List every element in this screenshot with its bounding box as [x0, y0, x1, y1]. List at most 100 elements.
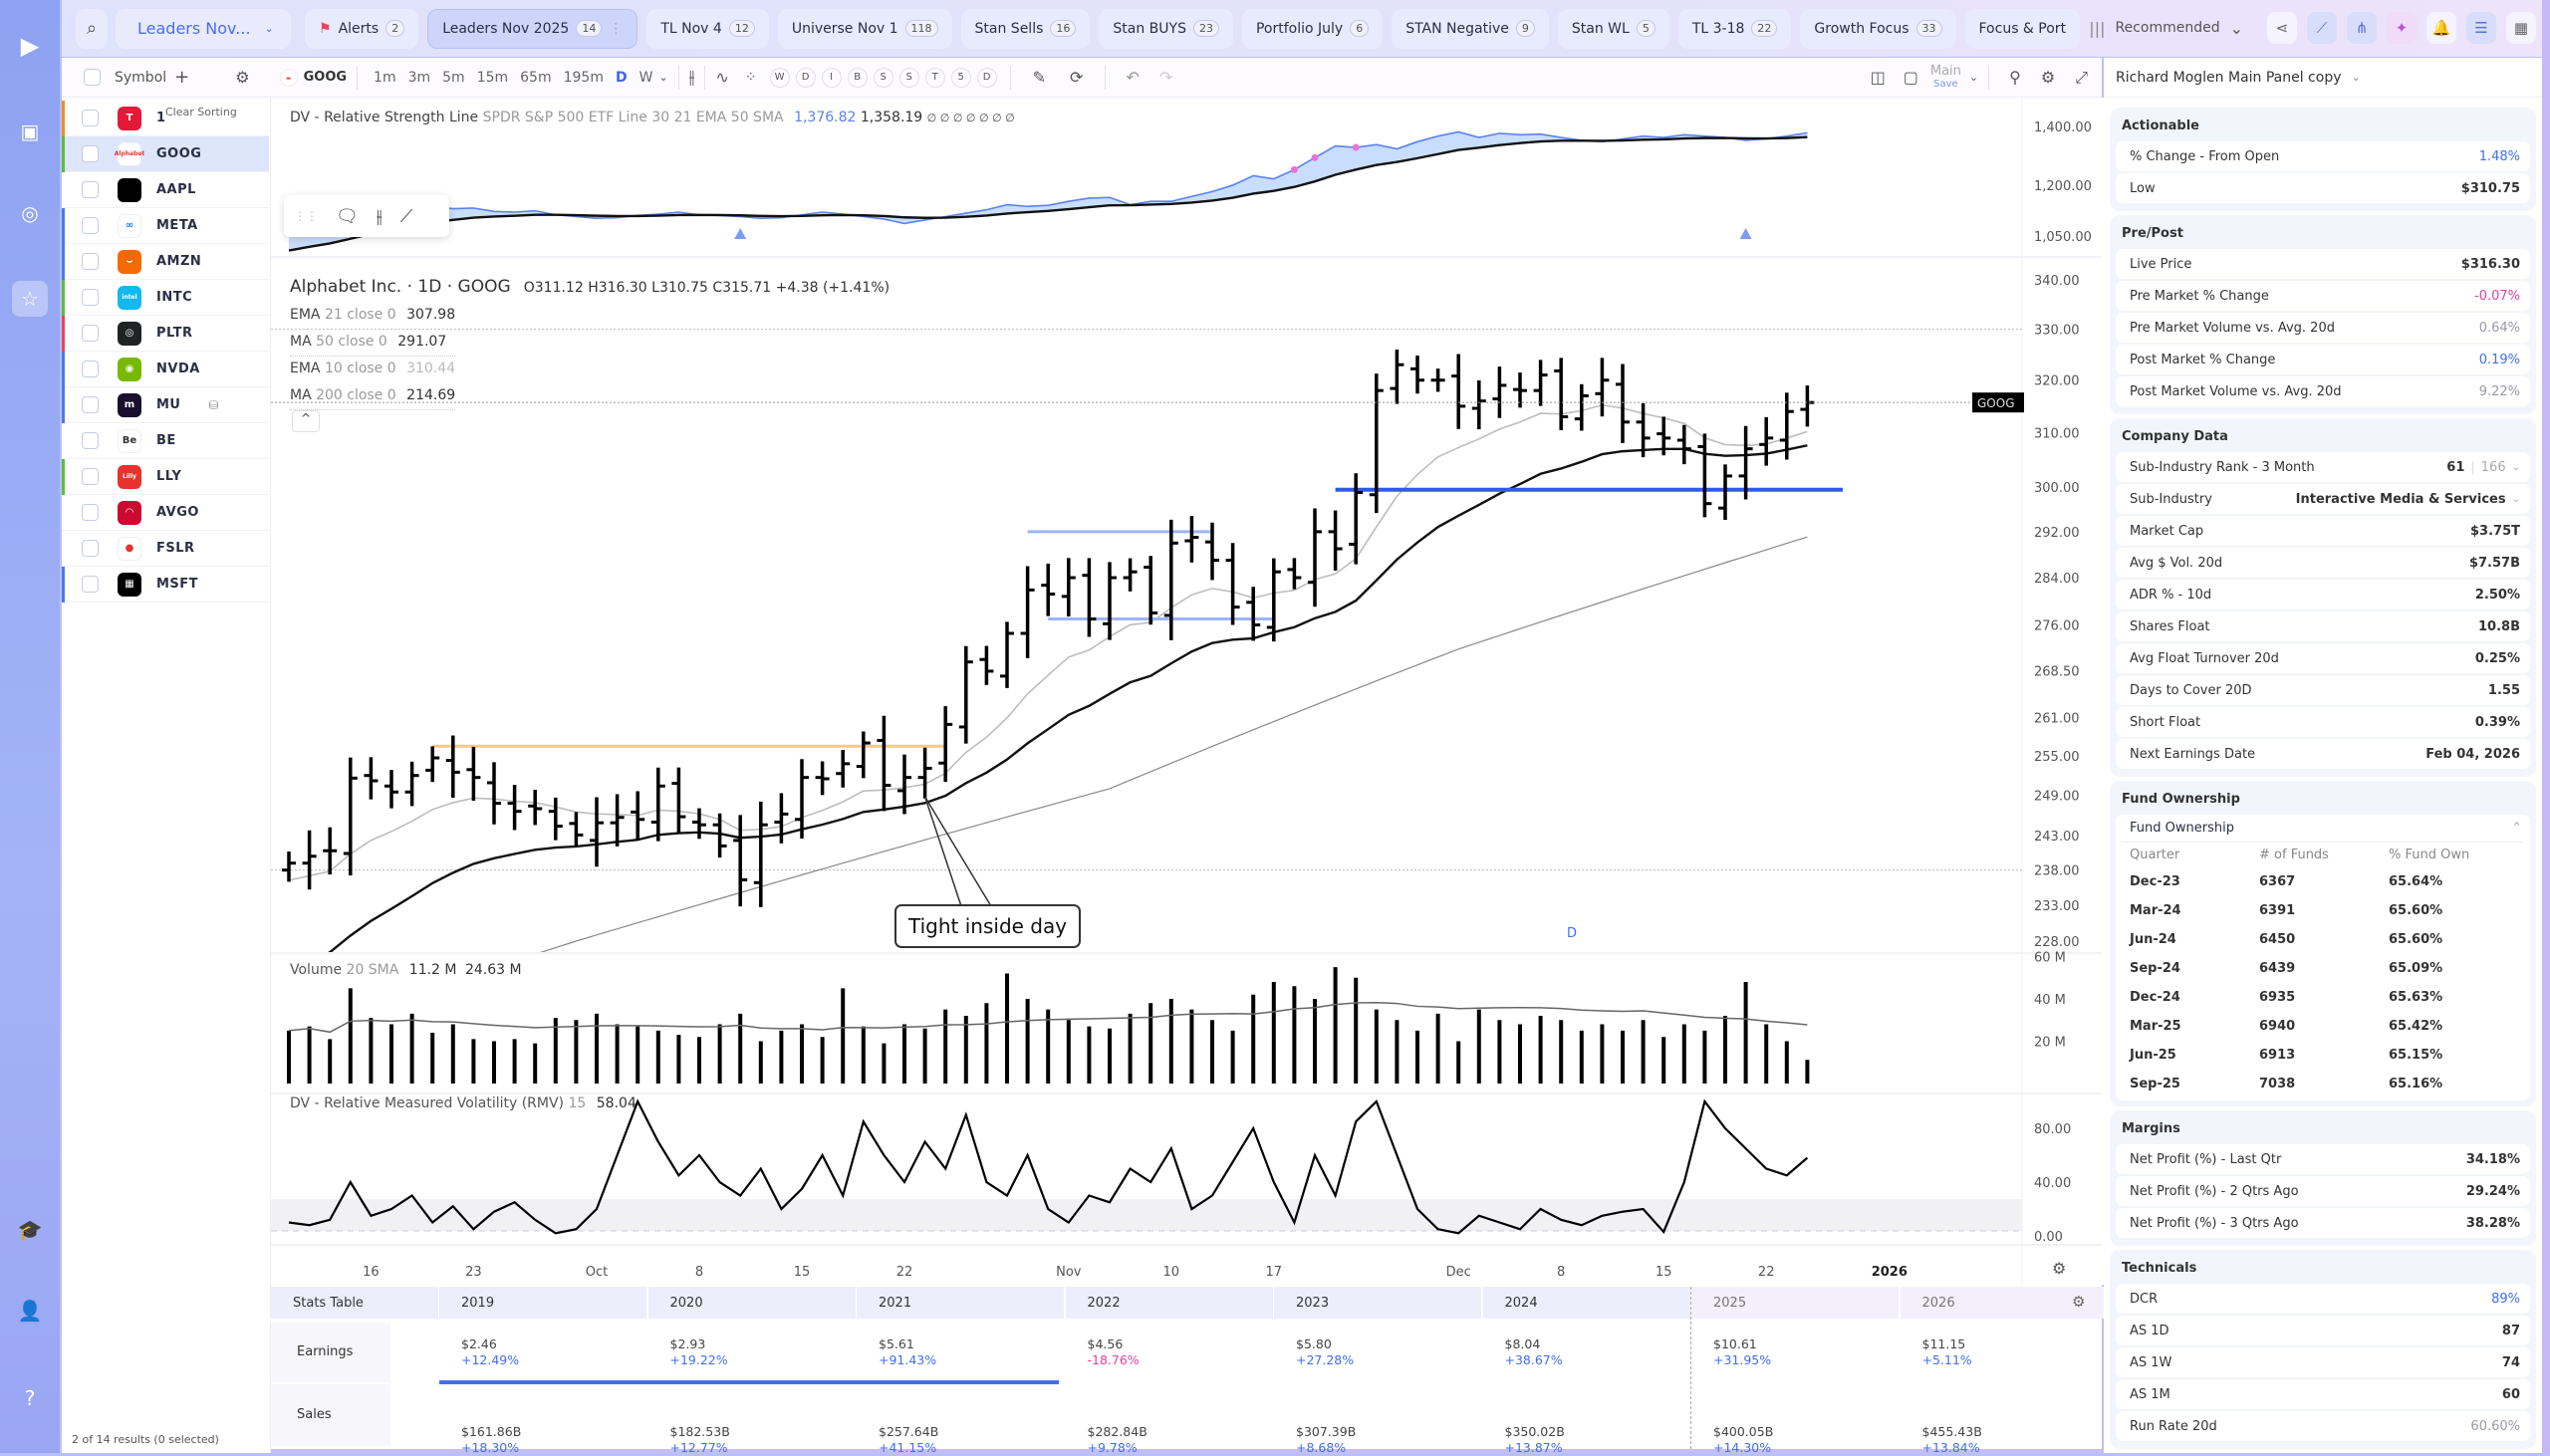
row-checkbox[interactable] — [82, 217, 99, 234]
price-bar[interactable] — [507, 785, 522, 831]
symbol-column-header[interactable]: Symbol — [115, 69, 167, 86]
price-bar[interactable] — [1718, 464, 1732, 521]
tab-stan-buys[interactable]: Stan BUYS 23 — [1099, 8, 1233, 49]
chevron-up-icon[interactable]: ⌃ — [2511, 821, 2522, 836]
watchlist-row[interactable]: ∞ META — [62, 208, 269, 244]
price-bar[interactable] — [917, 747, 932, 799]
folder-icon[interactable]: ▢ — [1903, 68, 1918, 87]
stats-year-header[interactable]: 2026 — [1900, 1287, 2108, 1319]
price-bar[interactable] — [692, 808, 706, 840]
volume-legend[interactable]: Volume 20 SMA 11.2 M 24.63 M — [290, 962, 522, 978]
tab-focus-port[interactable]: Focus & Port — [1964, 8, 2081, 49]
price-bar[interactable] — [856, 731, 871, 779]
layout-icon[interactable]: ◫ — [1870, 68, 1886, 87]
price-bar[interactable] — [1184, 516, 1199, 563]
row-checkbox[interactable] — [82, 253, 99, 270]
row-checkbox[interactable] — [82, 396, 99, 413]
price-bar[interactable] — [569, 812, 584, 848]
row-checkbox[interactable] — [82, 576, 99, 593]
price-bar[interactable] — [1266, 558, 1281, 642]
price-bar[interactable] — [282, 851, 296, 882]
price-bar[interactable] — [1430, 368, 1445, 392]
stats-year-header[interactable]: 2019 — [439, 1287, 646, 1319]
refresh-icon[interactable]: ⟳ — [1070, 68, 1084, 87]
price-bar[interactable] — [548, 797, 563, 841]
price-bar[interactable] — [364, 757, 379, 800]
timeframe-5m[interactable]: 5m — [442, 69, 465, 86]
draw-pencil-icon[interactable]: ✎ — [1032, 68, 1047, 87]
marker-toggle-t[interactable]: T — [924, 67, 945, 88]
price-bar[interactable] — [1513, 372, 1527, 408]
row-checkbox[interactable] — [82, 432, 99, 449]
price-bar[interactable] — [1636, 402, 1651, 458]
rs-legend[interactable]: DV - Relative Strength Line SPDR S&P 500… — [290, 110, 1015, 125]
tab-stan-sells[interactable]: Stan Sells 16 — [960, 8, 1091, 49]
price-bar[interactable] — [1144, 556, 1158, 625]
price-bar[interactable] — [1657, 416, 1671, 456]
sparkle-icon[interactable]: ✦ — [2387, 12, 2417, 44]
price-bar[interactable] — [712, 813, 727, 858]
timeframe-15m[interactable]: 15m — [476, 69, 509, 86]
price-bar[interactable] — [1533, 360, 1548, 406]
row-checkbox[interactable] — [82, 181, 99, 198]
tab-tl-nov-4[interactable]: TL Nov 4 12 — [646, 8, 769, 49]
price-bar[interactable] — [958, 645, 973, 744]
row-checkbox[interactable] — [82, 540, 99, 557]
marker-toggle-d[interactable]: D — [976, 67, 997, 88]
alert-search-icon[interactable]: ⚲ — [2009, 68, 2021, 87]
marker-toggle-s[interactable]: S — [898, 67, 919, 88]
chevron-down-icon[interactable]: ⌄ — [2229, 18, 2243, 38]
price-bar[interactable] — [590, 797, 604, 867]
price-bar[interactable] — [487, 762, 501, 825]
watchlist-row[interactable]: ● FSLR — [62, 531, 269, 567]
watchlist-row[interactable]: ◠ AVGO — [62, 495, 269, 531]
price-bar[interactable] — [1041, 563, 1056, 616]
sort-select[interactable]: Recommended — [2115, 20, 2220, 36]
dividend-marker[interactable]: D — [1567, 926, 1578, 941]
timeframe-more-chevron-icon[interactable]: ⌄ — [658, 71, 668, 84]
layout-name-select[interactable]: Main Save — [1930, 65, 1961, 91]
watchlist-row[interactable]: Be BE — [62, 423, 269, 459]
price-bar[interactable] — [1103, 562, 1117, 640]
radar-icon[interactable]: ◎ — [21, 201, 39, 225]
tab-leaders-nov-2025[interactable]: Leaders Nov 2025 14 ⋮ — [427, 8, 638, 49]
stats-year-header[interactable]: 2023 — [1274, 1287, 1481, 1319]
price-bar[interactable] — [1369, 373, 1384, 514]
stats-year-header[interactable]: 2020 — [647, 1287, 856, 1319]
select-all-checkbox[interactable] — [84, 69, 101, 86]
panel-title-select[interactable]: Richard Moglen Main Panel copy ⌄ — [2104, 58, 2542, 98]
row-checkbox[interactable] — [82, 110, 99, 126]
price-bar[interactable] — [815, 761, 830, 796]
stats-year-header[interactable]: 2025 — [1691, 1287, 1899, 1319]
price-bar[interactable] — [671, 767, 686, 834]
templates-icon[interactable]: ⁘ — [744, 69, 757, 86]
rs-new-high-triangle[interactable] — [1739, 228, 1752, 239]
rs-new-high-triangle[interactable] — [734, 228, 747, 239]
marker-toggle-b[interactable]: B — [847, 67, 868, 88]
price-bar[interactable] — [753, 801, 768, 907]
list-view-icon[interactable]: ☰ — [2466, 12, 2496, 44]
redo-icon[interactable]: ↷ — [1158, 68, 1173, 87]
stats-settings-icon[interactable]: ⚙ — [2072, 1293, 2086, 1311]
tab-growth-focus[interactable]: Growth Focus 33 — [1800, 8, 1956, 49]
tab-stan-wl[interactable]: Stan WL 5 — [1557, 8, 1669, 49]
data-row[interactable]: Sub-Industry Rank - 3 Month 61 | 166 ⌄ — [2116, 452, 2530, 482]
network-icon[interactable]: ⋔ — [2347, 12, 2377, 44]
price-bar[interactable] — [466, 746, 481, 802]
indicator-legend-row[interactable]: MA 200 close 0 214.69 — [290, 383, 456, 410]
price-bar[interactable] — [1738, 425, 1753, 500]
main-legend[interactable]: Alphabet Inc. · 1D · GOOG O311.12 H316.3… — [290, 277, 890, 297]
price-bar[interactable] — [733, 815, 748, 907]
price-bar[interactable] — [1205, 522, 1219, 581]
price-bar[interactable] — [631, 791, 645, 842]
row-checkbox[interactable] — [82, 468, 99, 485]
chart-type-bars-icon[interactable]: ⫲ — [688, 67, 695, 88]
row-checkbox[interactable] — [82, 325, 99, 342]
annotation-callout[interactable]: Tight inside day — [894, 904, 1082, 948]
watchlist-row[interactable]: m MU ⛁ — [62, 387, 269, 423]
timeframe-W[interactable]: W — [638, 69, 653, 86]
price-bar[interactable] — [1020, 566, 1035, 658]
settings-gear-icon[interactable]: ⚙ — [235, 68, 250, 87]
education-cap-icon[interactable]: 🎓 — [17, 1218, 43, 1242]
